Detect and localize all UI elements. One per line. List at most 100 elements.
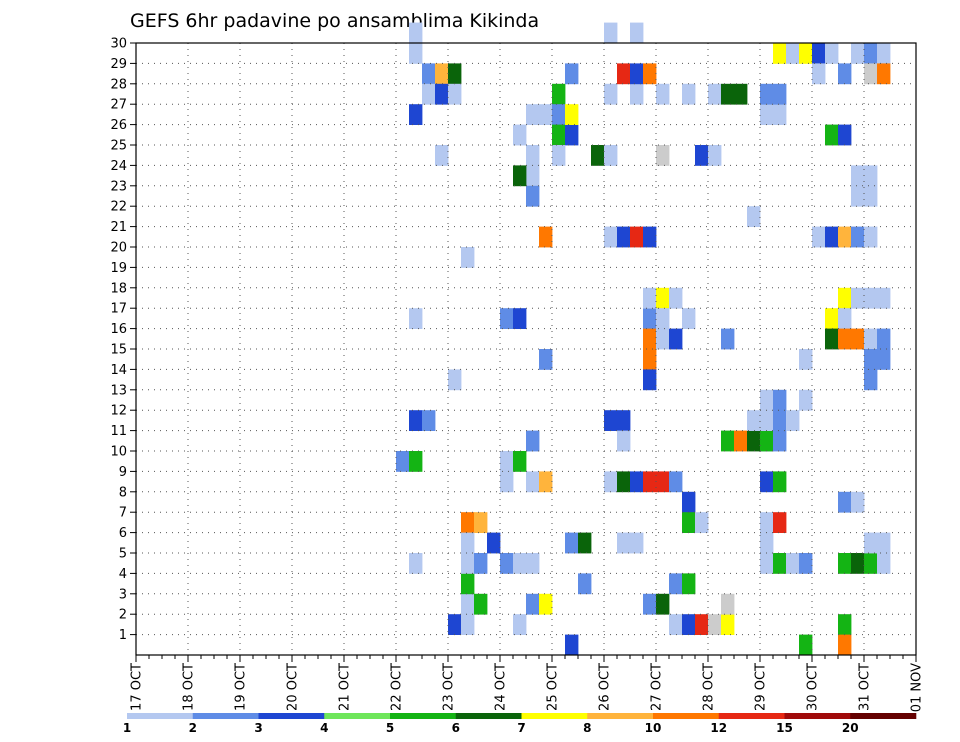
heatmap-cell (864, 349, 878, 370)
heatmap-cell (825, 43, 839, 64)
heatmap-cell (617, 226, 631, 248)
legend-swatch (784, 713, 851, 719)
heatmap-cell (838, 491, 852, 513)
x-tick-label: 22 OCT (390, 663, 405, 711)
heatmap-cell (630, 226, 644, 248)
heatmap-cell (656, 145, 670, 166)
heatmap-cell (643, 593, 657, 615)
chart-title: GEFS 6hr padavine po ansamblima Kikinda (130, 10, 539, 32)
heatmap-cell (838, 614, 852, 635)
heatmap-cell (812, 43, 826, 64)
heatmap-cell (786, 43, 800, 64)
x-tick-label: 25 OCT (546, 663, 561, 711)
heatmap-cell (617, 471, 631, 493)
heatmap-cell (786, 410, 800, 431)
heatmap-cell (851, 287, 865, 309)
x-tick-label: 27 OCT (650, 663, 665, 711)
heatmap-cell (643, 471, 657, 493)
heatmap-cell (552, 145, 566, 166)
heatmap-cell (409, 22, 423, 44)
y-tick-label: 9 (119, 465, 127, 480)
heatmap-cell (734, 83, 748, 105)
legend: 1 2 3 4 5 6 7 8 10 12 15 20 (123, 713, 917, 735)
legend-label: 1 (123, 721, 131, 735)
legend-label: 3 (254, 721, 262, 735)
heatmap-cell (734, 430, 748, 452)
y-tick-label: 17 (110, 302, 127, 317)
heatmap-cell (526, 104, 540, 125)
heatmap-cell (864, 532, 878, 554)
heatmap-cell (617, 532, 631, 554)
heatmap-cell (682, 83, 696, 105)
heatmap-cell (773, 512, 787, 533)
heatmap-cell (721, 328, 735, 350)
heatmap-cell (851, 226, 865, 248)
heatmap-cell (526, 145, 540, 166)
heatmap-cell (864, 287, 878, 309)
heatmap-cell (851, 165, 865, 187)
legend-label: 5 (386, 721, 394, 735)
heatmap-cell (799, 389, 813, 411)
heatmap-cell (656, 328, 670, 350)
y-tick-label: 27 (110, 98, 127, 113)
y-axis: 1234567891011121314151617181920212223242… (110, 37, 136, 643)
heatmap-cell (409, 410, 423, 431)
legend-swatch (521, 713, 588, 719)
heatmap-cell (630, 22, 644, 44)
heatmap-cell (617, 410, 631, 431)
legend-label: 12 (710, 721, 727, 735)
heatmap-cell (578, 532, 592, 554)
heatmap-cell (461, 614, 475, 635)
x-tick-label: 18 OCT (182, 663, 197, 711)
heatmap-cell (409, 308, 423, 329)
heatmap-cell (799, 553, 813, 574)
heatmap-cell (877, 532, 891, 554)
heatmap-cell (682, 614, 696, 635)
heatmap-cell (513, 451, 527, 472)
heatmap-cell (500, 471, 514, 493)
legend-swatch (718, 713, 785, 719)
heatmap-cell (838, 63, 852, 85)
heatmap-cell (760, 430, 774, 452)
heatmap-cell (656, 83, 670, 105)
heatmap-cell (838, 634, 852, 656)
heatmap-cell (838, 553, 852, 574)
y-tick-label: 19 (110, 261, 127, 276)
heatmap-cell (747, 410, 761, 431)
heatmap-cell (565, 532, 579, 554)
heatmap-cell (448, 63, 462, 85)
x-tick-label: 19 OCT (234, 663, 249, 711)
x-tick-label: 31 OCT (858, 663, 873, 711)
legend-label: 4 (320, 721, 328, 735)
heatmap-cell (409, 553, 423, 574)
y-tick-label: 24 (110, 159, 127, 174)
heatmap-cell (773, 410, 787, 431)
heatmap-cell (422, 83, 436, 105)
heatmap-cell (864, 553, 878, 574)
heatmap-cell (526, 471, 540, 493)
heatmap-cell (461, 512, 475, 533)
heatmap-cell (422, 63, 436, 85)
heatmap-cell (773, 471, 787, 493)
heatmap-cell (448, 369, 462, 391)
heatmap-cell (656, 471, 670, 493)
x-tick-label: 26 OCT (598, 663, 613, 711)
heatmap-cell (682, 512, 696, 533)
heatmap-cell (812, 226, 826, 248)
heatmap-cell (760, 410, 774, 431)
heatmap-cell (669, 614, 683, 635)
y-tick-label: 1 (119, 628, 127, 643)
heatmap-cell (604, 83, 618, 105)
heatmap-cell (461, 593, 475, 615)
heatmap-cell (526, 553, 540, 574)
heatmap-cell (864, 43, 878, 64)
heatmap-cell (721, 83, 735, 105)
heatmap-cell (877, 349, 891, 370)
heatmap-cell (864, 328, 878, 350)
heatmap-cell (760, 512, 774, 533)
legend-swatch (587, 713, 654, 719)
heatmap-cell (500, 451, 514, 472)
y-tick-label: 3 (119, 587, 127, 602)
legend-label: 8 (583, 721, 591, 735)
heatmap-cell (578, 573, 592, 595)
